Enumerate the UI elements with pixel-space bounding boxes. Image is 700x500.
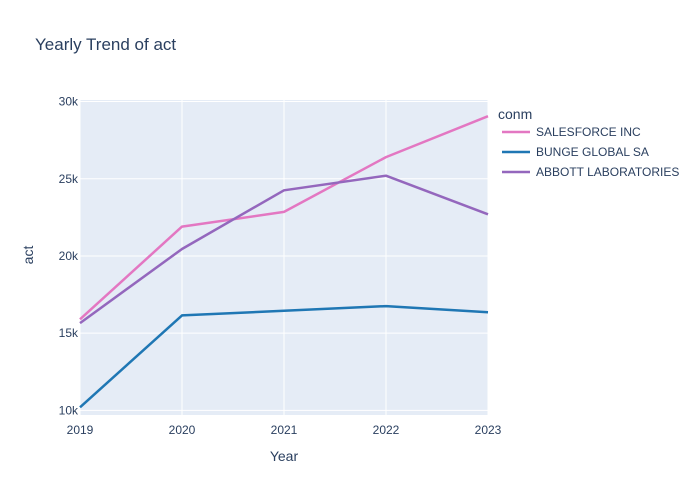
x-axis-title: Year [270,448,299,464]
series-line-salesforce-inc [79,115,489,321]
y-axis-title: act [20,246,36,265]
legend: conm SALESFORCE INC BUNGE GLOBAL SA ABBOTT… [498,106,679,179]
y-axis-ticks: 10k 15k 20k 25k 30k [59,95,79,418]
y-tick-label: 25k [59,172,79,186]
x-tick-label: 2023 [475,423,502,437]
legend-entry: SALESFORCE INC [536,125,641,139]
legend-entry: BUNGE GLOBAL SA [536,145,649,159]
x-tick-label: 2020 [169,423,196,437]
x-axis-ticks: 2019 2020 2021 2022 2023 [67,423,502,437]
y-tick-label: 15k [59,326,79,340]
x-tick-label: 2019 [67,423,94,437]
y-tick-label: 30k [59,95,79,109]
legend-entry: ABBOTT LABORATORIES [536,165,679,179]
series-line-abbott-laboratories [79,174,489,325]
x-tick-label: 2022 [373,423,400,437]
legend-title: conm [498,106,532,122]
series-lines [79,115,489,409]
y-tick-label: 10k [59,403,79,417]
series-line-bunge-global-sa [79,304,489,409]
x-tick-label: 2021 [271,423,298,437]
chart-title: Yearly Trend of act [35,35,176,54]
y-tick-label: 20k [59,249,79,263]
